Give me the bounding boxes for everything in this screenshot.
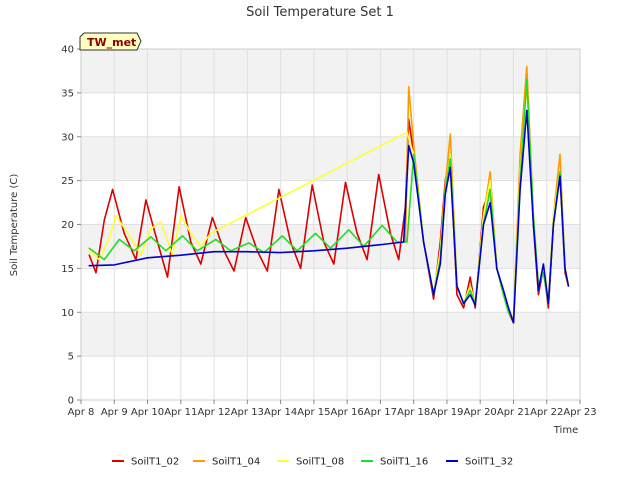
x-tick-label: Apr 20 xyxy=(464,407,497,418)
x-tick-label: Apr 23 xyxy=(563,407,596,418)
x-tick-label: Apr 11 xyxy=(164,407,197,418)
x-tick-label: Apr 8 xyxy=(68,407,95,418)
x-tick-label: Apr 12 xyxy=(197,407,230,418)
plot-band xyxy=(81,224,580,269)
x-tick-label: Apr 16 xyxy=(331,407,364,418)
legend: SoilT1_02 SoilT1_04 SoilT1_08 SoilT1_16 Soil… xyxy=(112,457,513,468)
y-axis-title: Soil Temperature (C) xyxy=(9,174,20,277)
plot-bands xyxy=(81,49,580,357)
y-tick-label: 15 xyxy=(61,264,74,275)
plot-band xyxy=(81,312,580,357)
series-lines xyxy=(88,65,570,324)
plot-band xyxy=(81,136,580,181)
x-tick-label: Apr 19 xyxy=(430,407,463,418)
x-axis: Apr 8 Apr 9 Apr 10 Apr 11 Apr 12 Apr 13 Apr 14… xyxy=(68,400,597,418)
x-tick-label: Apr 18 xyxy=(397,407,430,418)
series-line-soilt1_32 xyxy=(88,109,570,324)
x-tick-label: Apr 22 xyxy=(530,407,563,418)
x-axis-title: Time xyxy=(553,425,578,436)
x-tick-label: Apr 14 xyxy=(264,407,297,418)
y-tick-label: 20 xyxy=(61,220,74,231)
legend-label: SoilT1_32 xyxy=(465,457,513,468)
legend-label: SoilT1_04 xyxy=(212,457,260,468)
y-tick-label: 5 xyxy=(68,352,74,363)
y-tick-label: 35 xyxy=(61,88,74,99)
y-tick-label: 30 xyxy=(61,132,74,143)
y-tick-label: 10 xyxy=(61,308,74,319)
plot-band xyxy=(81,49,580,93)
x-tick-label: Apr 9 xyxy=(101,407,128,418)
x-tick-label: Apr 21 xyxy=(497,407,530,418)
y-axis: 0 5 10 15 20 25 30 35 40 xyxy=(61,45,81,407)
y-tick-label: 40 xyxy=(61,45,74,56)
x-tick-label: Apr 10 xyxy=(131,407,164,418)
y-tick-label: 0 xyxy=(68,396,74,407)
station-badge: TW_met xyxy=(79,32,142,51)
x-tick-label: Apr 15 xyxy=(297,407,330,418)
legend-label: SoilT1_16 xyxy=(380,457,428,468)
station-badge-label: TW_met xyxy=(87,36,136,49)
y-tick-label: 25 xyxy=(61,176,74,187)
legend-label: SoilT1_08 xyxy=(296,457,344,468)
x-tick-label: Apr 13 xyxy=(231,407,264,418)
legend-label: SoilT1_02 xyxy=(131,457,179,468)
chart-title: Soil Temperature Set 1 xyxy=(246,5,394,20)
x-tick-label: Apr 17 xyxy=(364,407,397,418)
